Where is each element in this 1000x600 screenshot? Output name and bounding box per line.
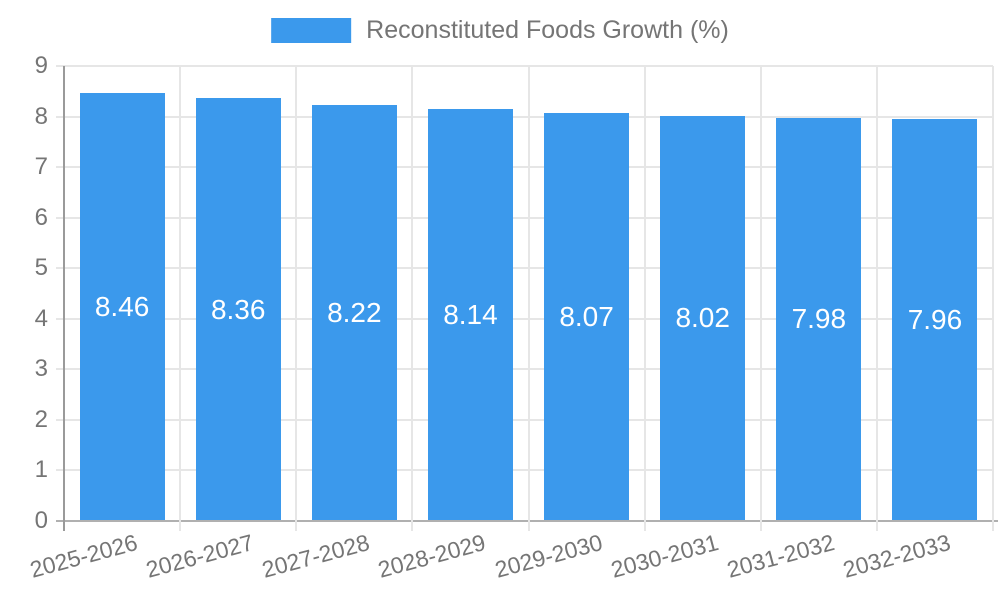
y-gridline (56, 368, 993, 371)
bar (195, 98, 281, 520)
legend: Reconstituted Foods Growth (%) (271, 16, 729, 45)
y-axis-tick-label: 5 (34, 254, 48, 282)
bar-value-label: 8.22 (327, 297, 382, 329)
bar-value-label: 8.14 (443, 299, 498, 331)
y-axis-tick-label: 7 (34, 153, 48, 181)
x-gridline (411, 66, 414, 531)
bar (427, 109, 513, 520)
bar (892, 118, 978, 520)
y-gridline (56, 115, 993, 118)
bar-value-label: 8.02 (675, 302, 730, 334)
bar-value-label: 8.36 (210, 293, 266, 325)
bar (544, 113, 630, 520)
y-gridline (56, 166, 993, 169)
y-axis-tick-label: 8 (34, 102, 48, 130)
bar (79, 93, 165, 520)
x-gridline (643, 66, 646, 531)
y-gridline (56, 418, 993, 421)
y-axis-tick-label: 2 (34, 405, 48, 433)
bar-value-label: 7.96 (907, 303, 963, 335)
legend-swatch (271, 18, 352, 43)
x-axis-baseline (56, 520, 998, 522)
bar-value-label: 8.07 (559, 301, 614, 332)
y-gridline (56, 267, 993, 270)
y-axis-tick-label: 9 (34, 52, 48, 79)
x-axis-label: 2030-2031 (607, 529, 721, 583)
x-gridline (295, 66, 298, 531)
x-gridline (179, 66, 182, 531)
x-axis-label: 2028-2029 (375, 529, 489, 583)
y-gridline (56, 65, 993, 67)
y-axis-tick-label: 3 (34, 355, 48, 383)
bar (311, 105, 397, 520)
y-gridline (56, 469, 993, 472)
y-axis-tick-label: 6 (34, 203, 48, 231)
y-gridline (56, 216, 993, 219)
legend-label: Reconstituted Foods Growth (%) (366, 16, 729, 44)
x-axis-label: 2031-2032 (724, 529, 838, 583)
bar-value-label: 7.98 (791, 303, 847, 335)
y-axis-tick-label: 0 (34, 507, 48, 534)
bar-value-label: 8.46 (94, 291, 150, 323)
y-axis-line (63, 66, 65, 531)
y-gridline (56, 317, 993, 320)
x-axis-label: 2027-2028 (259, 529, 373, 583)
y-axis-tick-label: 1 (34, 456, 48, 484)
x-gridline (992, 66, 994, 531)
bar (776, 117, 862, 520)
x-gridline (875, 66, 878, 531)
x-gridline (527, 66, 530, 531)
x-gridline (759, 66, 762, 531)
x-axis-label: 2026-2027 (143, 529, 257, 583)
x-axis-label: 2032-2033 (840, 529, 954, 583)
bar (660, 115, 746, 520)
y-axis-tick-label: 4 (34, 304, 48, 332)
x-axis-label: 2029-2030 (491, 529, 605, 583)
x-axis-label: 2025-2026 (27, 529, 141, 583)
